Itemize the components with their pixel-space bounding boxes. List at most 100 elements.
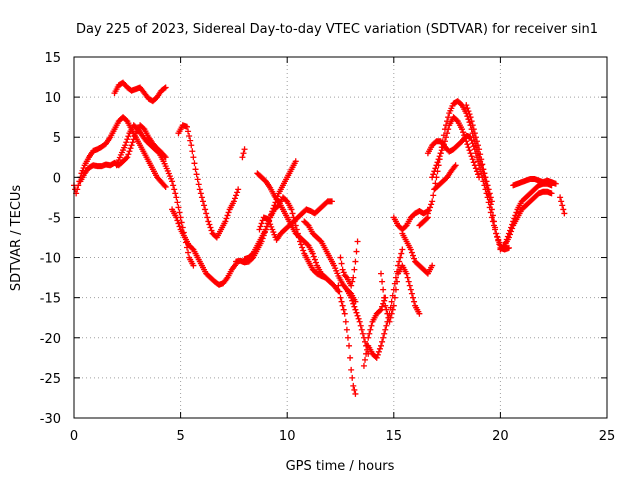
data-point <box>235 186 242 193</box>
data-point <box>432 180 439 187</box>
data-point <box>162 84 169 91</box>
data-point <box>500 243 507 250</box>
data-point <box>352 390 359 397</box>
data-point <box>186 133 193 140</box>
data-point <box>467 134 474 141</box>
data-point <box>178 219 185 226</box>
y-tick-label: -15 <box>40 292 61 307</box>
data-point <box>506 227 513 234</box>
data-point <box>350 382 357 389</box>
data-point <box>349 374 356 381</box>
data-point <box>488 214 495 221</box>
data-point <box>471 162 478 169</box>
data-point <box>462 135 469 142</box>
data-point <box>257 223 264 230</box>
data-point <box>411 298 418 305</box>
data-point <box>379 303 386 310</box>
data-point <box>224 212 231 219</box>
y-tick-label: 0 <box>53 171 61 186</box>
data-point <box>197 190 204 197</box>
data-point <box>429 174 436 181</box>
axis-ticks: 0 5 10 15 20 25 -30 -25 -20 -15 -10 -5 0 5 10 15 <box>40 51 616 444</box>
data-point <box>379 338 386 345</box>
data-point <box>343 326 350 333</box>
data-point <box>392 286 399 293</box>
data-point <box>75 182 82 189</box>
data-point <box>389 306 396 313</box>
data-point <box>433 162 440 169</box>
series-arc-19 <box>390 208 431 233</box>
data-point <box>484 182 491 189</box>
data-point <box>387 314 394 321</box>
data-point <box>344 334 351 341</box>
data-point <box>298 241 305 248</box>
data-point <box>338 298 345 305</box>
data-point <box>411 255 418 262</box>
data-point <box>486 190 493 197</box>
data-point <box>486 204 493 211</box>
data-point <box>161 182 168 189</box>
data-point <box>557 194 564 201</box>
data-point <box>348 282 355 289</box>
series-arc-18 <box>378 262 423 325</box>
data-point <box>561 210 568 217</box>
data-point <box>393 278 400 285</box>
data-point <box>202 206 209 213</box>
data-point <box>548 190 555 197</box>
data-point <box>195 181 202 188</box>
data-point <box>510 218 517 225</box>
data-point <box>439 144 446 151</box>
data-point <box>351 266 358 273</box>
data-point <box>233 192 240 199</box>
data-point <box>196 186 203 193</box>
data-point <box>444 130 451 137</box>
data-point <box>466 111 473 118</box>
data-point <box>505 230 512 237</box>
data-point <box>381 330 388 337</box>
data-point <box>380 334 387 341</box>
data-point <box>427 204 434 211</box>
data-point <box>558 198 565 205</box>
data-point <box>408 249 415 256</box>
data-point <box>391 294 398 301</box>
series-arc-13 <box>335 282 359 397</box>
data-point <box>80 164 87 171</box>
data-point <box>482 174 489 181</box>
data-point <box>383 306 390 313</box>
data-point <box>193 171 200 178</box>
data-point <box>485 186 492 193</box>
data-point <box>483 178 490 185</box>
data-point <box>475 171 482 178</box>
data-point <box>283 197 290 204</box>
data-point <box>380 286 387 293</box>
data-points <box>71 79 568 397</box>
data-point <box>478 156 485 163</box>
data-point <box>176 223 183 230</box>
data-point <box>225 209 232 216</box>
data-point <box>501 242 508 249</box>
data-point <box>365 334 372 341</box>
data-point <box>348 366 355 373</box>
data-point <box>511 215 518 222</box>
data-point <box>288 206 295 213</box>
data-point <box>356 318 363 325</box>
data-point <box>289 210 296 217</box>
data-point <box>256 226 263 233</box>
data-point <box>434 159 441 166</box>
data-point <box>552 180 559 187</box>
data-point <box>171 186 178 193</box>
data-point <box>464 105 471 112</box>
series-arc-11 <box>256 198 335 243</box>
data-point <box>481 170 488 177</box>
data-point <box>351 303 358 310</box>
data-point <box>468 153 475 160</box>
series-arc-7 <box>239 146 248 161</box>
data-point <box>475 142 482 149</box>
data-point <box>335 282 342 289</box>
data-point <box>123 155 130 162</box>
data-point <box>476 174 483 181</box>
data-point <box>559 202 566 209</box>
data-point <box>512 212 519 219</box>
data-point <box>390 302 397 309</box>
